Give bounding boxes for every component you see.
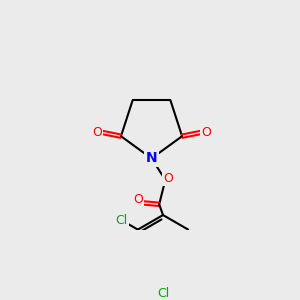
Text: O: O	[133, 193, 143, 206]
Text: Cl: Cl	[157, 286, 169, 300]
Text: O: O	[201, 126, 211, 139]
Text: Cl: Cl	[116, 214, 128, 227]
Text: O: O	[92, 126, 102, 139]
Text: O: O	[164, 172, 173, 185]
Text: N: N	[146, 152, 157, 165]
